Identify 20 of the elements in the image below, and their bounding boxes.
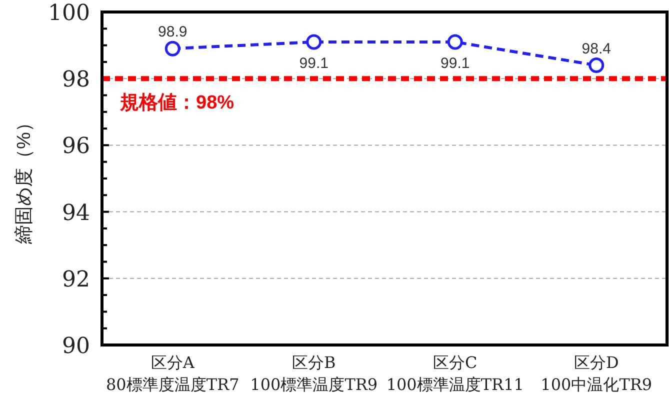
data-label: 99.1 [440,54,470,72]
y-tick-label: 92 [62,267,90,292]
y-tick-label: 94 [62,200,90,226]
y-axis-title: 締固め度（%） [13,113,35,245]
ref-line-label: 規格値：98% [119,92,234,114]
point [164,40,180,56]
point [588,58,604,74]
y-tick-label: 100 [48,1,90,26]
x-tick-label: 区分C 100標準温度TR11 [386,353,524,394]
data-label: 99.1 [299,54,328,72]
point [306,34,322,50]
point [447,34,463,50]
data-label: 98.9 [158,24,188,41]
data-label: 98.4 [582,40,611,58]
y-tick-label: 98 [62,68,90,93]
x-tick-label: 区分D 100中温化TR9 [540,353,652,394]
x-tick-label: 区分B 100標準温度TR9 [250,353,378,394]
x-tick-label: 区分A 80標準度温度TR7 [106,353,240,394]
y-tick-label: 96 [62,134,90,160]
y-tick-label: 90 [62,334,90,359]
